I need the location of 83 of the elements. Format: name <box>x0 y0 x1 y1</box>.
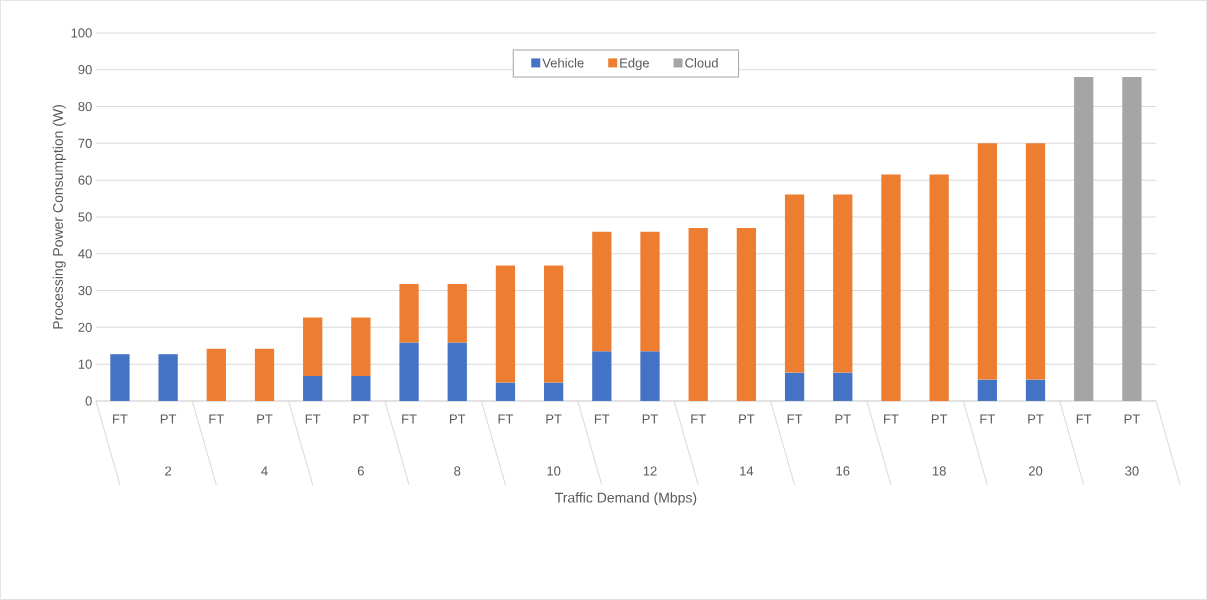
bar <box>1122 77 1142 402</box>
bar <box>929 174 949 402</box>
legend-label: Edge <box>620 58 649 71</box>
bar <box>351 375 371 402</box>
bar <box>351 317 371 376</box>
bar <box>833 194 853 373</box>
x-tick-label: PT <box>642 414 659 424</box>
x-tick-label: PT <box>546 414 562 424</box>
x-tick-label: PT <box>931 414 948 424</box>
x-tick-label: FT <box>1076 414 1092 424</box>
bar <box>784 372 805 402</box>
bar <box>543 265 564 383</box>
x-axis-title: Traffic Demand (Mbps) <box>555 492 697 506</box>
y-tick-label: 80 <box>78 101 92 112</box>
bar <box>977 379 997 402</box>
x-tick-label: PT <box>739 414 755 424</box>
bar <box>640 231 660 352</box>
bar <box>399 283 419 343</box>
legend-label: Vehicle <box>542 58 584 68</box>
x-tick-label: FT <box>594 414 610 424</box>
bar <box>158 354 178 402</box>
text: 18 <box>932 466 946 476</box>
x-tick-label: FT <box>787 414 803 424</box>
y-tick-label: 90 <box>78 65 92 75</box>
x-tick-label: PT <box>835 414 851 424</box>
bar <box>833 372 853 402</box>
text: 6 <box>357 466 364 476</box>
x-tick-label: PT <box>1028 414 1044 424</box>
x-tick-label: PT <box>257 414 273 424</box>
text: 4 <box>261 466 268 476</box>
bar <box>1025 143 1046 380</box>
legend-label: Cloud <box>685 58 718 68</box>
text: 12 <box>643 466 657 476</box>
bar <box>640 351 660 402</box>
text: 20 <box>1028 466 1043 476</box>
y-tick-label: 10 <box>78 359 92 369</box>
bar <box>1074 77 1094 402</box>
x-tick-label: PT <box>450 414 466 424</box>
y-tick-label: 60 <box>78 175 92 185</box>
y-tick-label: 30 <box>78 285 92 296</box>
text: 10 <box>547 466 561 476</box>
x-tick-label: FT <box>691 414 706 424</box>
bar <box>881 174 901 402</box>
bar <box>688 228 708 402</box>
text: 16 <box>836 466 850 476</box>
y-tick-label: 100 <box>71 28 92 38</box>
bar <box>592 351 612 402</box>
bar <box>447 342 467 402</box>
bar <box>110 354 130 402</box>
y-tick-label: 40 <box>78 249 92 259</box>
bar <box>592 231 612 352</box>
text: 8 <box>454 466 461 476</box>
bar <box>303 317 323 376</box>
y-tick-label: 50 <box>78 212 92 222</box>
bar <box>303 375 323 402</box>
x-tick-label: PT <box>1124 414 1140 424</box>
x-tick-label: FT <box>209 414 224 424</box>
y-tick-label: 0 <box>85 396 92 406</box>
bar <box>736 228 757 402</box>
bar <box>447 283 467 343</box>
x-tick-label: FT <box>498 414 514 424</box>
bar <box>784 194 805 373</box>
x-tick-label: FT <box>884 414 899 424</box>
bar <box>206 348 226 402</box>
text: 14 <box>740 466 754 476</box>
y-tick-label: 70 <box>78 138 92 148</box>
x-tick-label: FT <box>305 414 321 424</box>
x-tick-label: FT <box>980 414 995 424</box>
bar <box>543 382 564 402</box>
text: 2 <box>165 466 172 476</box>
bar <box>254 348 275 402</box>
x-tick-label: FT <box>402 414 417 424</box>
bar <box>1025 379 1046 402</box>
x-tick-label: FT <box>113 414 128 424</box>
y-tick-label: 20 <box>78 322 92 332</box>
text: 30 <box>1125 466 1139 476</box>
bar <box>495 265 516 383</box>
y-axis-title: Processing Power Consumption (W) <box>52 105 66 329</box>
bar <box>977 143 997 380</box>
x-tick-label: PT <box>353 414 369 424</box>
bar <box>399 342 419 402</box>
bar <box>495 382 516 402</box>
x-tick-label: PT <box>160 414 177 424</box>
